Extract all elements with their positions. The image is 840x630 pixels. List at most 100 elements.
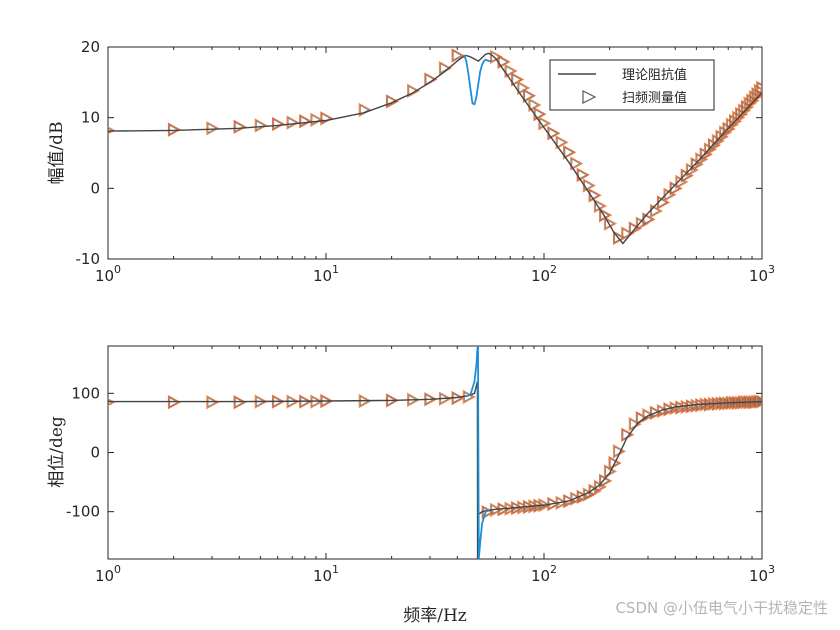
frequency-xlabel: 频率/Hz: [403, 606, 467, 626]
measured-point: [756, 80, 762, 96]
measured-point-inner: [556, 137, 567, 148]
y-tick-label: 10: [81, 109, 100, 127]
measured-point-inner: [512, 74, 522, 85]
measured-point-inner: [255, 120, 266, 131]
measured-point-inner: [518, 82, 528, 94]
magnitude-axes: 100 101 102 103 -10 0 10 20 幅值/dB 理论阻抗值 扫频测量值: [47, 38, 775, 285]
series-line: [108, 52, 762, 245]
phase-axes: 100 101 102 103 -100 0 100 相位/deg 频率/Hz: [47, 345, 775, 626]
series-line: [463, 54, 491, 106]
measured-point-inner: [387, 96, 397, 107]
measured-point-inner: [733, 112, 743, 123]
x-tick-label: 100: [95, 563, 121, 585]
measured-point-inner: [287, 117, 298, 128]
measured-point-inner: [273, 118, 283, 130]
measured-point: [385, 94, 400, 109]
measured-point: [656, 403, 671, 419]
measured-point-inner: [529, 99, 539, 111]
measured-point: [310, 112, 324, 127]
measured-point-inner: [452, 50, 463, 61]
measured-point: [504, 63, 518, 79]
measured-point-inner: [440, 62, 450, 74]
measured-point: [711, 133, 725, 149]
measured-point: [451, 48, 465, 63]
measured-point-inner: [234, 121, 245, 133]
measured-point: [407, 83, 421, 98]
phase-plot-frame: [107, 345, 763, 560]
measured-point-inner: [498, 56, 509, 68]
measured-point: [719, 125, 733, 140]
measured-point: [254, 118, 268, 133]
measured-point: [206, 121, 220, 136]
magnitude-ylabel: 幅值/dB: [47, 121, 67, 184]
measured-point: [628, 221, 642, 236]
measured-point-inner: [539, 118, 549, 129]
measured-point: [233, 119, 247, 135]
measured-point-inner: [505, 65, 516, 77]
measured-point: [722, 121, 736, 137]
measured-point: [570, 156, 584, 171]
y-tick-label: 0: [90, 444, 100, 462]
x-tick-label: 103: [749, 563, 775, 585]
measured-point-inner: [630, 418, 640, 430]
measured-point-inner: [564, 147, 574, 158]
measured-point: [715, 129, 729, 144]
measured-point: [108, 126, 116, 135]
measured-point-inner: [736, 108, 746, 120]
x-tick-label: 102: [531, 563, 557, 585]
measured-point-inner: [622, 228, 632, 239]
measured-point-inner: [614, 446, 624, 457]
measured-point: [538, 116, 552, 131]
measured-point-inner: [651, 407, 661, 419]
measured-point: [588, 188, 602, 203]
measured-point: [286, 115, 300, 130]
measured-point-inner: [643, 214, 653, 225]
measured-point: [167, 122, 182, 137]
legend-triangle-marker: [582, 90, 597, 104]
measured-point: [608, 455, 622, 471]
measured-point-inner: [757, 82, 762, 94]
phase-series: [108, 346, 762, 559]
measured-point: [649, 405, 664, 421]
x-tick-label: 101: [313, 563, 339, 585]
measured-point-inner: [577, 169, 588, 181]
measured-point-inner: [548, 127, 558, 139]
y-tick-label: -100: [66, 503, 100, 521]
measured-point-inner: [169, 124, 179, 135]
measured-point-inner: [651, 205, 661, 217]
measured-point: [108, 398, 116, 407]
measured-point: [570, 491, 584, 506]
measured-point-inner: [730, 115, 740, 127]
phase-ticks: 100 101 102 103 -100 0 100: [66, 346, 775, 585]
x-tick-label: 100: [95, 263, 121, 285]
measured-point: [753, 83, 762, 98]
measured-point: [642, 408, 656, 423]
measured-point: [563, 145, 577, 160]
legend-label-measured: 扫频测量值: [622, 90, 687, 106]
series-line: [108, 381, 762, 559]
y-tick-label: -10: [76, 250, 101, 268]
measured-point: [703, 142, 718, 157]
x-tick-label: 103: [749, 263, 775, 285]
measured-point-inner: [571, 158, 581, 169]
y-tick-label: 20: [81, 38, 100, 56]
measured-point: [707, 138, 722, 153]
series-line: [465, 346, 490, 559]
measured-point-inner: [723, 123, 734, 135]
measured-point: [635, 411, 649, 426]
measured-point-inner: [300, 115, 310, 127]
measured-point: [299, 114, 313, 129]
measured-point-inner: [643, 409, 653, 421]
x-tick-label: 102: [531, 263, 557, 285]
measured-point: [725, 117, 740, 132]
measured-point: [271, 116, 286, 132]
watermark-text: CSDN @小伍电气小干扰稳定性: [615, 599, 828, 617]
x-tick-label: 101: [313, 263, 339, 285]
y-tick-label: 0: [90, 179, 100, 197]
measured-point-inner: [630, 223, 640, 234]
magnitude-ticks: 100 101 102 103 -10 0 10 20: [76, 38, 776, 285]
legend-label-theory: 理论阻抗值: [622, 67, 687, 83]
legend: 理论阻抗值 扫频测量值: [549, 59, 715, 111]
measured-point-inner: [614, 232, 624, 244]
